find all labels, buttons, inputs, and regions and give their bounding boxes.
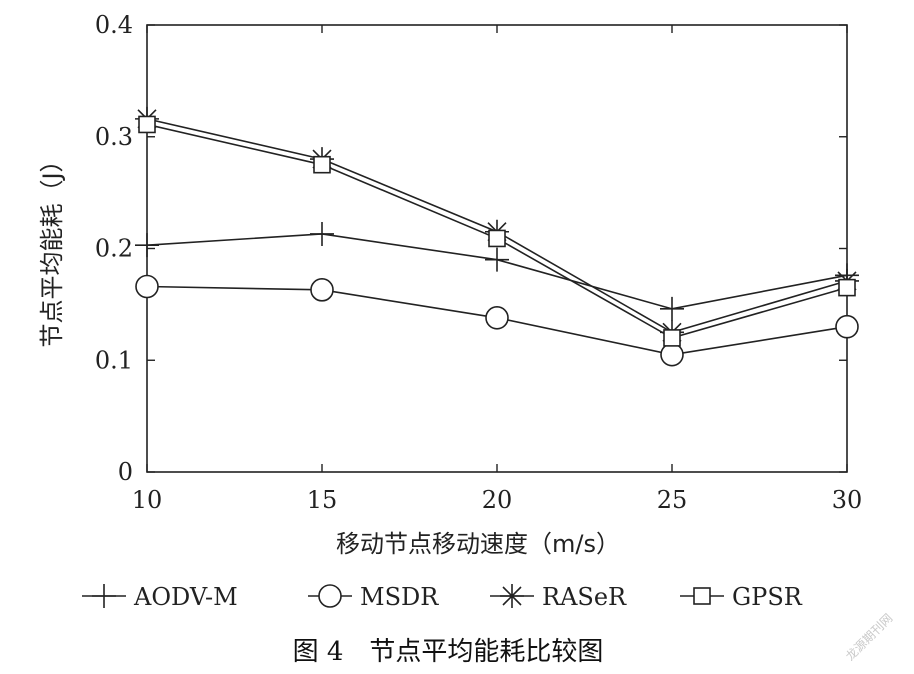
square-marker: [663, 329, 681, 347]
x-tick-label: 25: [657, 486, 688, 514]
legend-label: RASeR: [542, 583, 627, 611]
x-tick-label: 15: [307, 486, 338, 514]
circle-marker: [660, 342, 684, 367]
y-axis: 0 0.1 0.2 0.3 0.4: [95, 11, 847, 486]
legend-item-raser: RASeR: [490, 583, 627, 611]
square-marker: [488, 229, 506, 248]
series-msdr: [135, 274, 859, 367]
circle-marker: [135, 274, 159, 299]
circle-marker: [310, 278, 334, 302]
y-tick-label: 0.1: [95, 346, 133, 374]
series-layer: [135, 106, 859, 367]
circle-marker: [318, 584, 342, 608]
x-tick-label: 30: [832, 486, 863, 514]
star-marker: [500, 584, 524, 608]
plus-marker: [92, 584, 116, 608]
square-marker: [838, 278, 856, 297]
legend-label: MSDR: [360, 583, 439, 611]
legend-label: GPSR: [732, 583, 803, 611]
y-tick-label: 0.2: [95, 235, 133, 263]
square-marker: [693, 587, 711, 605]
y-tick-label: 0.3: [95, 123, 133, 151]
legend: AODV-M MSDR RASeR GPSR: [82, 583, 803, 611]
y-tick-label: 0.4: [95, 11, 133, 39]
x-axis: 10 15 20 25 30: [132, 25, 863, 514]
legend-item-msdr: MSDR: [308, 583, 439, 611]
watermark: 龙源期刊网: [843, 611, 895, 663]
circle-marker: [485, 305, 509, 330]
x-axis-title: 移动节点移动速度（m/s）: [336, 530, 620, 558]
figure-caption: 图 4 节点平均能耗比较图: [293, 637, 604, 667]
y-tick-label: 0: [118, 458, 133, 486]
legend-item-aodv-m: AODV-M: [82, 583, 238, 611]
legend-item-gpsr: GPSR: [680, 583, 803, 611]
square-marker: [138, 115, 156, 134]
x-tick-label: 10: [132, 486, 163, 514]
circle-marker: [835, 314, 859, 339]
series-gpsr: [138, 115, 856, 347]
y-axis-title: 节点平均能耗（J）: [38, 148, 66, 347]
plus-marker: [310, 221, 334, 246]
x-tick-label: 20: [482, 486, 513, 514]
square-marker: [313, 155, 331, 174]
plus-marker: [485, 247, 509, 272]
plus-marker: [660, 296, 684, 321]
legend-label: AODV-M: [133, 583, 238, 611]
plus-marker: [135, 233, 159, 258]
